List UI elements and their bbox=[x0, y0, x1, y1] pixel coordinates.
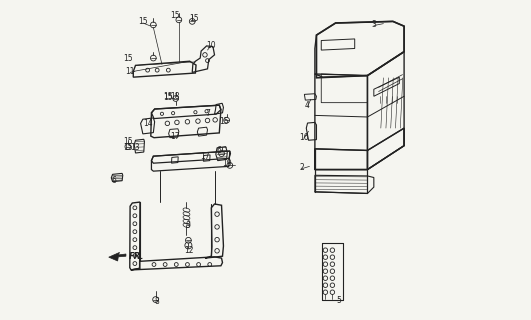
Text: 13: 13 bbox=[131, 143, 140, 152]
Text: 16: 16 bbox=[299, 133, 309, 142]
Text: 7: 7 bbox=[205, 109, 211, 118]
Text: 17: 17 bbox=[170, 132, 179, 140]
Text: 4: 4 bbox=[305, 101, 310, 110]
Text: 8: 8 bbox=[155, 297, 159, 306]
Text: 15: 15 bbox=[123, 137, 133, 146]
Text: 10: 10 bbox=[207, 41, 216, 50]
Text: 9: 9 bbox=[185, 221, 190, 230]
Text: 3: 3 bbox=[371, 20, 376, 29]
Text: 6: 6 bbox=[112, 176, 117, 185]
Text: 18: 18 bbox=[170, 92, 179, 101]
Text: 15: 15 bbox=[123, 53, 133, 62]
Text: 11: 11 bbox=[125, 67, 135, 76]
Text: 6: 6 bbox=[217, 146, 222, 155]
Text: 15: 15 bbox=[189, 14, 199, 23]
Text: 15: 15 bbox=[219, 117, 229, 126]
Text: 14: 14 bbox=[143, 119, 152, 129]
Text: 5: 5 bbox=[336, 296, 341, 305]
Text: 2: 2 bbox=[300, 164, 304, 172]
Text: 15: 15 bbox=[123, 143, 133, 152]
Text: FR.: FR. bbox=[129, 252, 144, 261]
Text: 15: 15 bbox=[170, 11, 179, 20]
Text: 17: 17 bbox=[200, 152, 210, 161]
Text: 15: 15 bbox=[138, 17, 148, 26]
Text: 15: 15 bbox=[164, 92, 173, 101]
Polygon shape bbox=[109, 252, 126, 261]
Text: 19: 19 bbox=[222, 159, 232, 168]
Text: 12: 12 bbox=[184, 246, 194, 255]
Text: 15: 15 bbox=[164, 93, 173, 102]
